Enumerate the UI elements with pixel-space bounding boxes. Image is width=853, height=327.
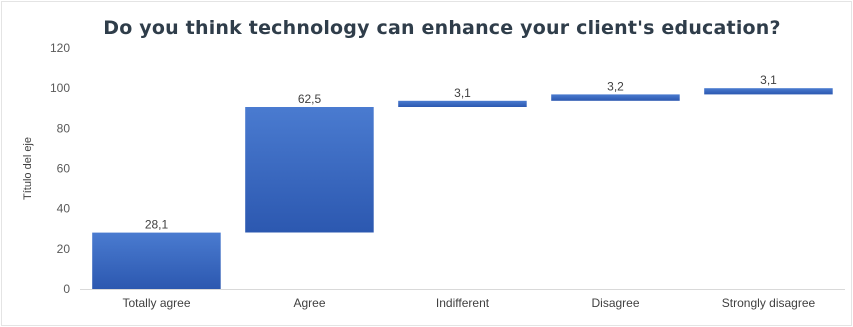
bars — [92, 88, 833, 289]
category-labels: Totally agree Agree Indifferent Disagree Str… — [122, 296, 815, 310]
data-label-0: 28,1 — [145, 218, 169, 232]
bar-1 — [245, 107, 374, 233]
y-tick-label-4: 80 — [57, 121, 71, 135]
y-axis-ticks: 0 20 40 60 80 100 120 — [50, 41, 70, 296]
y-axis-label: Título del eje — [22, 137, 34, 200]
data-label-4: 3,1 — [760, 73, 777, 87]
y-tick-label-6: 120 — [50, 41, 70, 55]
category-label-0: Totally agree — [122, 296, 190, 310]
data-labels: 28,1 62,5 3,1 3,2 3,1 — [145, 73, 777, 231]
y-tick-label-2: 40 — [57, 202, 71, 216]
data-label-2: 3,1 — [454, 86, 471, 100]
y-tick-label-5: 100 — [50, 81, 70, 95]
category-label-3: Disagree — [591, 296, 639, 310]
y-tick-label-1: 20 — [57, 242, 71, 256]
category-label-1: Agree — [293, 296, 325, 310]
data-label-3: 3,2 — [607, 79, 624, 93]
category-label-2: Indifferent — [436, 296, 490, 310]
bar-3 — [551, 94, 680, 101]
bar-2 — [398, 100, 527, 107]
category-label-4: Strongly disagree — [722, 296, 816, 310]
y-tick-label-3: 60 — [57, 162, 71, 176]
y-tick-label-0: 0 — [63, 282, 70, 296]
data-label-1: 62,5 — [298, 92, 322, 106]
bar-0 — [92, 232, 221, 289]
bar-4 — [704, 88, 833, 95]
chart-title: Do you think technology can enhance your… — [103, 17, 781, 39]
